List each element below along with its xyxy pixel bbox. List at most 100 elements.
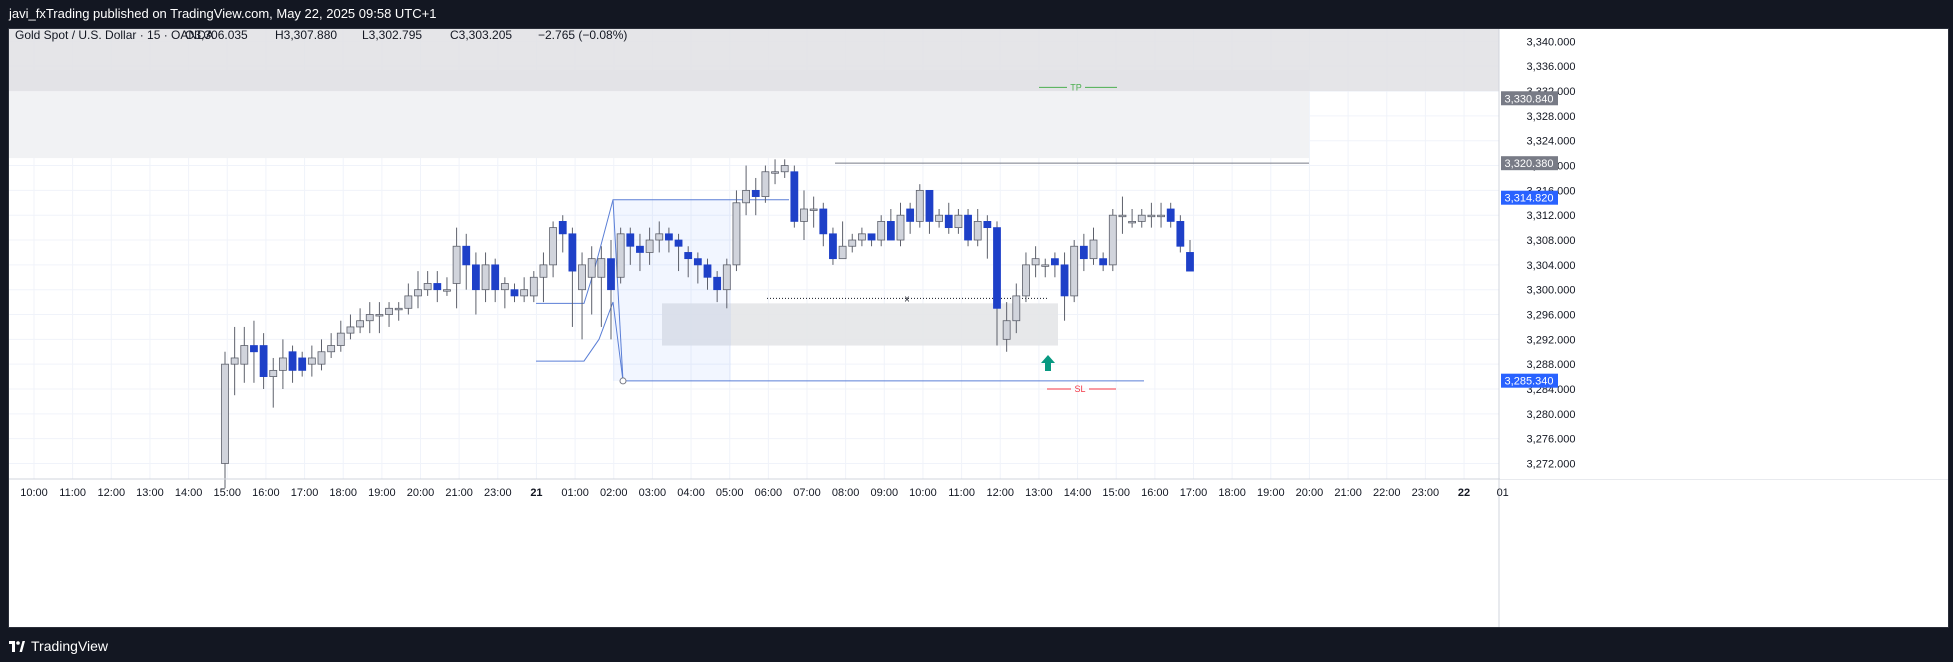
candle-body <box>626 233 635 247</box>
time-tick-label: 12:00 <box>986 487 1014 499</box>
candle-body <box>549 227 557 266</box>
price-tick-label: 3,324.000 <box>1527 136 1576 148</box>
projection-upper-line <box>536 199 789 304</box>
upper-shaded-band <box>9 29 1499 92</box>
time-tick-label: 10:00 <box>909 487 937 499</box>
candle-body <box>655 233 664 241</box>
price-tick-label: 3,304.000 <box>1527 260 1576 272</box>
time-tick-label: 01:00 <box>561 487 589 499</box>
price-tick-label: 3,328.000 <box>1527 111 1576 123</box>
candle-body <box>1157 214 1165 218</box>
candle-body <box>230 357 239 365</box>
time-tick-label: 15:00 <box>213 487 241 499</box>
candle-body <box>452 245 461 284</box>
time-tick-label: 19:00 <box>1257 487 1285 499</box>
candle-body <box>587 258 596 278</box>
candle-body <box>954 214 963 229</box>
candle-body <box>607 258 615 291</box>
candle-body <box>491 264 500 291</box>
candle-body <box>500 283 509 291</box>
candle-body <box>906 208 915 222</box>
price-tick-label: 3,312.000 <box>1527 210 1576 222</box>
time-tick-label: 16:00 <box>1141 487 1169 499</box>
time-tick-label: 02:00 <box>600 487 628 499</box>
time-tick-label: 23:00 <box>1412 487 1440 499</box>
candle-body <box>578 264 586 291</box>
candle-body <box>935 214 943 222</box>
candle-body <box>1012 295 1021 322</box>
candle-body <box>317 351 326 365</box>
price-tick-label: 3,280.000 <box>1527 409 1576 421</box>
candle-body <box>973 221 982 241</box>
low-anchor-point <box>619 377 627 385</box>
ohlc-legend: Gold Spot / U.S. Dollar · 15 · OANDA O3,… <box>15 28 627 42</box>
price-tick-label: 3,272.000 <box>1527 458 1576 470</box>
annotations: TP SL x <box>905 82 1117 394</box>
candle-body <box>1108 214 1117 266</box>
price-tick-label: 3,340.000 <box>1527 36 1576 48</box>
time-tick-label: 15:00 <box>1102 487 1130 499</box>
time-tick-label: 12:00 <box>98 487 126 499</box>
candle-body <box>800 208 808 222</box>
candle-body <box>539 264 548 278</box>
candle-body <box>520 289 529 297</box>
price-flag <box>1501 156 1558 171</box>
candle-body <box>1070 245 1079 297</box>
candle-body <box>771 171 779 174</box>
price-flag-label: 3,285.340 <box>1505 376 1554 388</box>
candle-body <box>684 252 693 260</box>
price-flag <box>1501 91 1558 106</box>
legend-low: L3,302.795 <box>362 29 422 42</box>
time-tick-label: 08:00 <box>832 487 860 499</box>
time-tick-label: 21:00 <box>445 487 473 499</box>
candle-body <box>510 289 519 297</box>
time-tick-label: 23:00 <box>484 487 512 499</box>
candle-body <box>1137 214 1146 222</box>
candle-body <box>1176 221 1185 247</box>
price-tick-label: 3,308.000 <box>1527 235 1576 247</box>
candle-body <box>240 345 249 365</box>
candle-body <box>365 314 374 322</box>
candle-body <box>761 171 770 197</box>
time-tick-label: 13:00 <box>1025 487 1053 499</box>
legend-symbol: Gold Spot / U.S. Dollar · 15 · OANDA <box>15 29 214 42</box>
legend-high: H3,307.880 <box>275 29 337 42</box>
x-mark-label: x <box>905 293 910 303</box>
publisher-line: javi_fxTrading published on TradingView.… <box>0 0 1953 28</box>
candle-body <box>394 307 403 311</box>
candle-body <box>423 283 432 291</box>
time-tick-label: 11:00 <box>948 487 975 499</box>
candle-body <box>529 276 538 297</box>
zones <box>9 29 1499 381</box>
candle-body <box>221 363 229 464</box>
candle-body <box>1002 320 1011 340</box>
tp-label: TP <box>1070 82 1082 92</box>
price-tick-label: 3,288.000 <box>1527 359 1576 371</box>
candle-body <box>858 233 866 241</box>
tradingview-logo[interactable]: TradingView <box>9 638 108 654</box>
projection-diagonal <box>612 199 624 381</box>
candle-body <box>375 314 384 317</box>
candle-body <box>829 233 837 260</box>
candle-body <box>1051 258 1059 266</box>
candle-body <box>915 189 924 222</box>
time-tick-label: 16:00 <box>252 487 280 499</box>
candle-body <box>877 221 886 241</box>
candle-body <box>414 289 422 297</box>
candle-body <box>1031 258 1040 266</box>
time-tick-label: 18:00 <box>1218 487 1246 499</box>
price-axis: 3,340.0003,336.0003,332.0003,328.0003,32… <box>1500 29 1948 479</box>
time-tick-label: 06:00 <box>755 487 783 499</box>
candle-body <box>298 357 307 371</box>
tradingview-brand: TradingView <box>31 638 109 654</box>
candle-body <box>703 264 712 278</box>
candle-body <box>481 264 490 291</box>
candle-body <box>1089 239 1098 260</box>
demand-zone <box>662 303 1058 346</box>
candle-body <box>1128 221 1136 224</box>
price-flag <box>1501 373 1558 388</box>
candle-body <box>250 345 258 353</box>
time-axis: 10:00 11:00 12:00 13:00 14:00 15:00 16:00 17:00… <box>20 487 1509 499</box>
